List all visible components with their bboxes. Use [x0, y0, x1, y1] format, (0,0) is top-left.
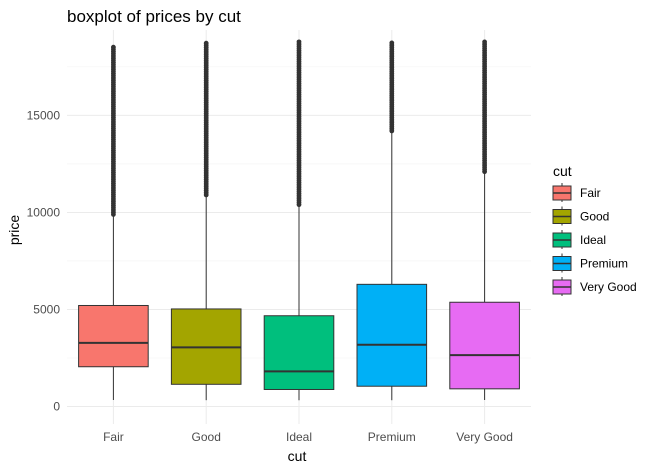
x-tick-label: Good [192, 430, 221, 444]
legend-title: cut [553, 163, 572, 179]
outlier-point [482, 39, 487, 45]
x-tick-label: Very Good [456, 430, 513, 444]
legend-item-fair: Fair [552, 183, 601, 202]
box-premium [356, 40, 428, 401]
y-tick-label: 0 [53, 400, 60, 414]
legend-label: Good [580, 210, 609, 224]
outlier-point [203, 40, 209, 46]
x-axis-title: cut [288, 448, 307, 464]
x-tick-label: Premium [368, 430, 416, 444]
legend-label: Very Good [580, 280, 637, 294]
box-good [170, 40, 242, 401]
box-body [356, 283, 428, 387]
legend-item-very-good: Very Good [552, 277, 637, 296]
legend-label: Fair [580, 186, 601, 200]
x-axis-ticks: Fair Good Ideal Premium Very Good [103, 430, 513, 444]
box-body [263, 315, 335, 390]
x-tick-label: Fair [103, 430, 124, 444]
y-tick-label: 10000 [27, 205, 61, 219]
boxes [78, 39, 520, 401]
x-tick-label: Ideal [286, 430, 312, 444]
legend-label: Ideal [580, 233, 606, 247]
y-axis-title: price [6, 215, 22, 246]
box-very-good [449, 39, 520, 401]
box-fair [78, 44, 149, 400]
outlier-point [389, 40, 395, 46]
box-body [449, 301, 520, 390]
outlier-point [296, 39, 302, 45]
legend-item-premium: Premium [552, 253, 628, 273]
legend: Fair Good Ideal Premium Very Good [552, 183, 637, 296]
chart-title: boxplot of prices by cut [67, 7, 241, 26]
box-ideal [263, 39, 335, 401]
y-tick-label: 15000 [27, 108, 61, 122]
legend-label: Premium [580, 257, 628, 271]
y-tick-label: 5000 [33, 302, 60, 316]
legend-item-ideal: Ideal [552, 230, 606, 249]
legend-item-good: Good [552, 206, 609, 226]
y-axis-ticks: 0 5000 10000 15000 [27, 108, 61, 413]
outlier-point [111, 44, 116, 50]
box-body [78, 304, 149, 368]
